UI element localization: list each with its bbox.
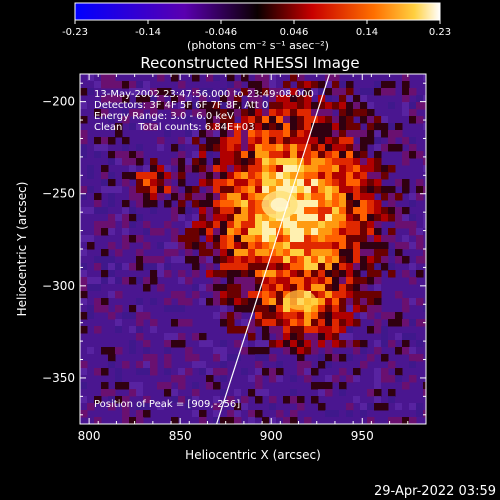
colorbar-tick-label: -0.23 bbox=[62, 27, 88, 38]
colorbar-tick-label: -0.14 bbox=[135, 27, 161, 38]
y-tick-label: −250 bbox=[42, 187, 75, 201]
x-axis-label: Heliocentric X (arcsec) bbox=[185, 448, 321, 462]
colorbar-frame bbox=[74, 2, 441, 21]
colorbar-ticks: -0.23 -0.14 -0.046 0.046 0.14 0.23 bbox=[62, 20, 451, 38]
x-tick-label: 900 bbox=[260, 429, 283, 443]
peak-position-label: Position of Peak = [909,-256] bbox=[94, 399, 240, 410]
info-line-counts: Clean Total counts: 6.84E+03 bbox=[94, 122, 254, 133]
x-tick-label: 850 bbox=[169, 429, 192, 443]
info-line-time: 13-May-2002 23:47:56.000 to 23:49:08.000 bbox=[94, 89, 314, 100]
colorbar bbox=[75, 3, 440, 20]
solar-limb-line bbox=[216, 74, 331, 424]
axis-ticks: 800 850 900 950 −200 −250 −300 −350 bbox=[42, 74, 427, 443]
info-line-energy: Energy Range: 3.0 - 6.0 keV bbox=[94, 111, 234, 122]
colorbar-tick-label: -0.046 bbox=[205, 27, 237, 38]
info-line-detectors: Detectors: 3F 4F 5F 6F 7F 8F, Att 0 bbox=[94, 100, 268, 111]
x-tick-label: 950 bbox=[351, 429, 374, 443]
colorbar-unit-label: (photons cm⁻² s⁻¹ asec⁻²) bbox=[187, 39, 329, 52]
y-tick-label: −300 bbox=[42, 279, 75, 293]
footer-timestamp: 29-Apr-2022 03:59 bbox=[374, 484, 496, 499]
y-tick-label: −200 bbox=[42, 95, 75, 109]
colorbar-tick-label: 0.14 bbox=[356, 27, 378, 38]
colorbar-tick-label: 0.23 bbox=[429, 27, 451, 38]
y-tick-label: −350 bbox=[42, 371, 75, 385]
chart-title: Reconstructed RHESSI Image bbox=[140, 54, 359, 72]
colorbar-tick-label: 0.046 bbox=[280, 27, 309, 38]
x-tick-label: 800 bbox=[78, 429, 101, 443]
y-axis-label: Heliocentric Y (arcsec) bbox=[15, 182, 29, 317]
heatmap-image bbox=[80, 74, 426, 424]
